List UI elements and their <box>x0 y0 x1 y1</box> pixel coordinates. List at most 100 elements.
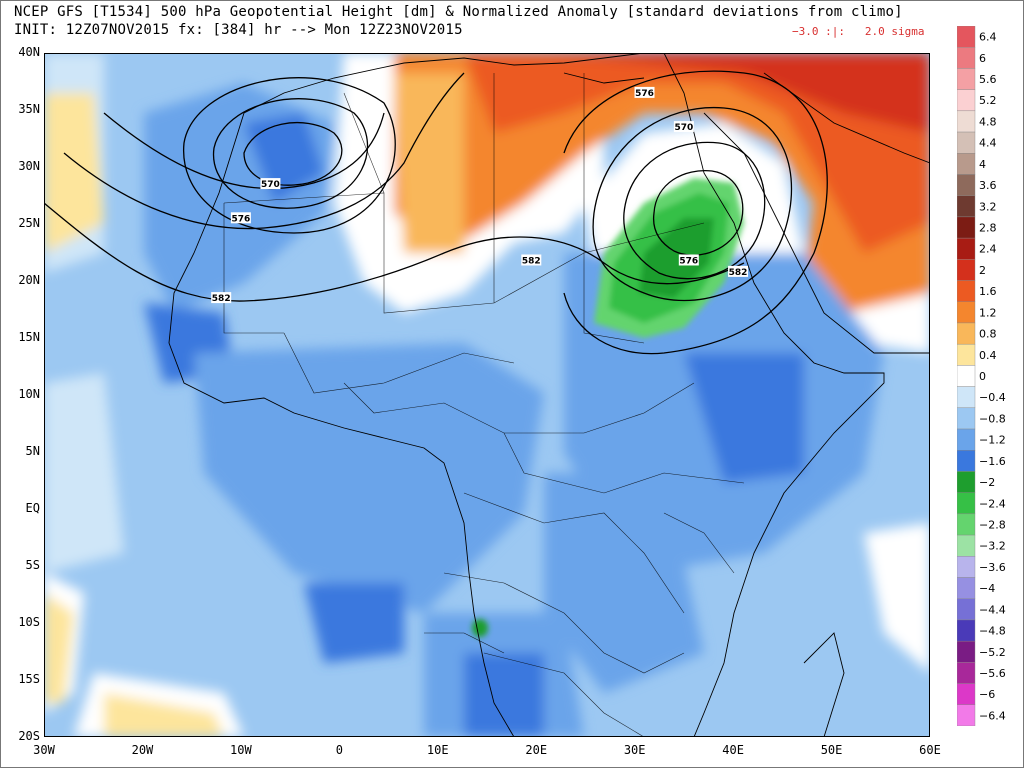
colorbar-label: −2 <box>979 476 995 489</box>
colorbar-label: 2.4 <box>979 243 997 256</box>
colorbar-label: −5.2 <box>979 646 1006 659</box>
colorbar-swatch <box>957 131 976 154</box>
colorbar-label: 0.8 <box>979 328 997 341</box>
contour-label: 576 <box>678 254 699 266</box>
colorbar-label: −6.4 <box>979 709 1006 722</box>
colorbar-label: 3.6 <box>979 179 997 192</box>
colorbar-label: 1.2 <box>979 306 997 319</box>
colorbar-label: 4 <box>979 158 986 171</box>
lon-tick-label: 50E <box>820 743 843 757</box>
colorbar-label: −4 <box>979 582 995 595</box>
lat-tick-label: EQ <box>25 501 40 515</box>
contour-label: 570 <box>260 178 281 190</box>
colorbar-label: −6 <box>979 688 995 701</box>
lon-tick-label: 10E <box>426 743 449 757</box>
contour-label-layer: 570 576 582 582 576 570 576 582 <box>211 86 749 304</box>
green-anomaly-blob <box>472 178 744 637</box>
colorbar-swatch <box>957 110 976 133</box>
svg-text:576: 576 <box>231 214 250 224</box>
colorbar-swatch <box>957 662 976 684</box>
colorbar-swatch <box>957 259 976 281</box>
colorbar: 6.4 6 5.6 5.2 4.8 4.4 4 3.6 3.2 2.8 2.4 2 1.6 1.2 0.8 0… <box>957 26 1006 726</box>
colorbar-label: 2 <box>979 264 986 277</box>
colorbar-label: −0.4 <box>979 391 1006 404</box>
colorbar-label: 4.8 <box>979 115 997 128</box>
lat-tick-label: 20S <box>18 729 40 743</box>
lon-tick-label: 30E <box>623 743 646 757</box>
lat-tick-label: 15S <box>18 672 40 686</box>
colorbar-swatch <box>957 68 976 90</box>
colorbar-label: −1.2 <box>979 434 1006 447</box>
contour-label: 582 <box>728 265 749 278</box>
lat-tick-label: 20N <box>18 273 40 287</box>
colorbar-label: −2.8 <box>979 518 1006 531</box>
contour-label: 576 <box>230 212 251 224</box>
colorbar-swatch <box>957 26 976 48</box>
colorbar-swatch <box>957 492 976 515</box>
lon-tick-label: 10W <box>230 743 252 757</box>
lat-tick-label: 5N <box>25 444 40 458</box>
colorbar-swatch <box>957 598 976 621</box>
colorbar-swatch <box>957 513 976 536</box>
lat-tick-label: 10N <box>18 387 40 401</box>
lon-tick-label: 20E <box>525 743 548 757</box>
colorbar-swatch <box>957 704 976 726</box>
country-borders <box>223 73 745 737</box>
colorbar-label: −4.8 <box>979 625 1006 638</box>
lon-tick-label: 0 <box>335 743 343 757</box>
colorbar-swatch <box>957 47 976 69</box>
contour-label: 576 <box>634 86 655 99</box>
colorbar-swatch <box>957 534 976 557</box>
svg-text:576: 576 <box>679 256 698 266</box>
svg-text:576: 576 <box>635 89 654 99</box>
colorbar-swatch <box>957 577 976 599</box>
lat-tick-label: 30N <box>18 159 40 173</box>
colorbar-swatch <box>957 683 976 705</box>
colorbar-swatch <box>957 407 976 430</box>
colorbar-label: 5.2 <box>979 94 997 107</box>
colorbar-label: 6 <box>979 52 986 65</box>
colorbar-swatch <box>957 174 976 196</box>
colorbar-label: −1.6 <box>979 455 1006 468</box>
lat-tick-label: 35N <box>18 102 40 116</box>
colorbar-swatch <box>957 640 976 663</box>
colorbar-label: 0.4 <box>979 349 997 362</box>
colorbar-label: −2.4 <box>979 497 1006 510</box>
contour-label: 570 <box>673 121 694 133</box>
colorbar-swatch <box>957 89 976 112</box>
colorbar-swatch <box>957 216 976 239</box>
colorbar-label: 5.6 <box>979 73 997 86</box>
contour-label: 582 <box>211 292 232 304</box>
colorbar-swatch <box>957 386 976 409</box>
colorbar-swatch <box>957 237 976 260</box>
svg-text:582: 582 <box>522 256 541 266</box>
map-title: NCEP GFS [T1534] 500 hPa Geopotential He… <box>14 4 903 20</box>
map-border <box>44 53 930 737</box>
colorbar-swatch <box>957 322 976 345</box>
lat-tick-label: 10S <box>18 615 40 629</box>
lon-tick-label: 30W <box>33 743 55 757</box>
colorbar-swatch <box>957 153 976 175</box>
lon-tick-label: 20W <box>131 743 154 757</box>
colorbar-label: 1.6 <box>979 285 997 298</box>
lat-tick-label: 25N <box>18 216 40 230</box>
colorbar-label: −3.6 <box>979 561 1006 574</box>
lat-tick-label: 15N <box>18 330 40 344</box>
colorbar-swatch <box>957 280 976 302</box>
colorbar-label: 6.4 <box>979 31 997 44</box>
svg-text:570: 570 <box>261 180 280 190</box>
coastlines <box>168 53 930 737</box>
svg-text:570: 570 <box>674 123 693 133</box>
colorbar-label: −0.8 <box>979 412 1006 425</box>
colorbar-label: −4.4 <box>979 603 1006 616</box>
colorbar-swatch <box>957 619 976 642</box>
svg-text:582: 582 <box>212 294 231 304</box>
colorbar-swatch <box>957 301 976 324</box>
lat-tick-label: 40N <box>18 45 40 59</box>
colorbar-label: 2.8 <box>979 222 997 235</box>
colorbar-label: 4.4 <box>979 137 997 150</box>
colorbar-label: −3.2 <box>979 540 1006 553</box>
lon-tick-label: 40E <box>722 743 744 757</box>
colorbar-swatch <box>957 195 976 218</box>
colorbar-swatch <box>957 471 976 493</box>
